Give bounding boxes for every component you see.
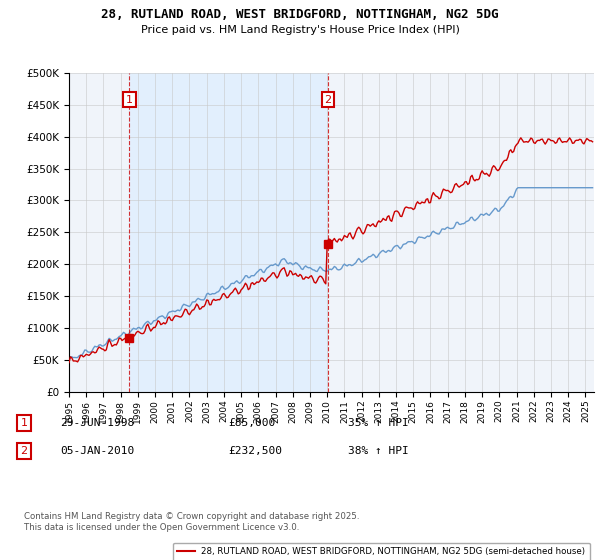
Text: Price paid vs. HM Land Registry's House Price Index (HPI): Price paid vs. HM Land Registry's House … xyxy=(140,25,460,35)
Text: 35% ↑ HPI: 35% ↑ HPI xyxy=(348,418,409,428)
Text: 1: 1 xyxy=(20,418,28,428)
Text: £85,000: £85,000 xyxy=(228,418,275,428)
Text: 28, RUTLAND ROAD, WEST BRIDGFORD, NOTTINGHAM, NG2 5DG: 28, RUTLAND ROAD, WEST BRIDGFORD, NOTTIN… xyxy=(101,8,499,21)
Legend: 28, RUTLAND ROAD, WEST BRIDGFORD, NOTTINGHAM, NG2 5DG (semi-detached house), HPI: 28, RUTLAND ROAD, WEST BRIDGFORD, NOTTIN… xyxy=(173,543,590,560)
Text: 29-JUN-1998: 29-JUN-1998 xyxy=(60,418,134,428)
Text: Contains HM Land Registry data © Crown copyright and database right 2025.
This d: Contains HM Land Registry data © Crown c… xyxy=(24,512,359,532)
Text: 2: 2 xyxy=(20,446,28,456)
Text: £232,500: £232,500 xyxy=(228,446,282,456)
Text: 2: 2 xyxy=(325,95,331,105)
Text: 05-JAN-2010: 05-JAN-2010 xyxy=(60,446,134,456)
Bar xyxy=(129,73,328,392)
Text: 1: 1 xyxy=(126,95,133,105)
Text: 38% ↑ HPI: 38% ↑ HPI xyxy=(348,446,409,456)
